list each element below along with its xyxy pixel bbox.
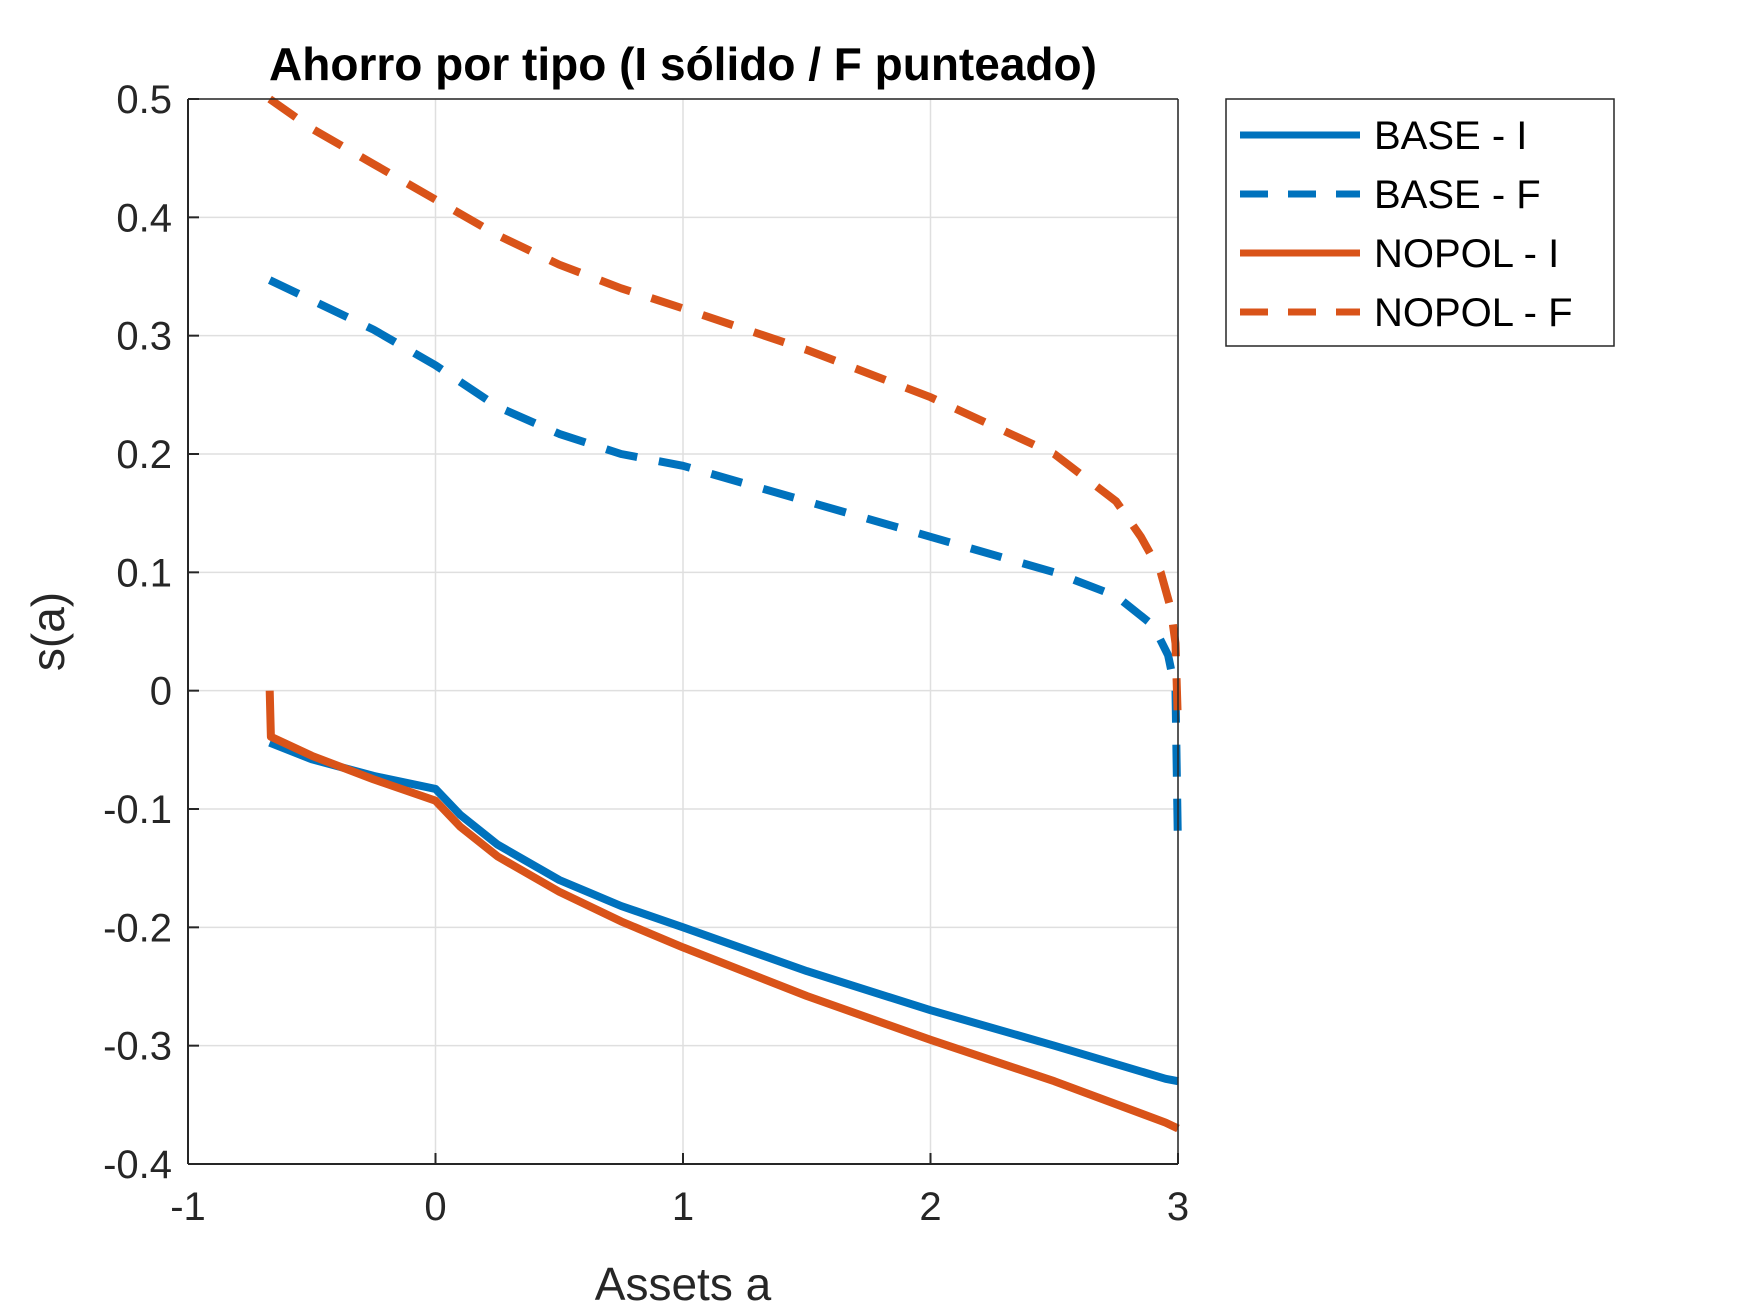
legend-label-2: NOPOL - I (1374, 232, 1559, 276)
x-tick-label-0: -1 (170, 1185, 206, 1229)
legend-label-1: BASE - F (1374, 173, 1541, 217)
series-line-1 (267, 276, 1182, 851)
series-line-0 (268, 738, 1179, 1086)
y-tick-label-1: -0.3 (103, 1025, 172, 1069)
axes (187, 98, 1179, 1165)
series-line-3 (267, 95, 1182, 727)
series-lines (265, 95, 1182, 1133)
y-axis-label: s(a) (22, 592, 74, 671)
x-tick-label-3: 2 (919, 1185, 941, 1229)
y-tick-label-2: -0.2 (103, 906, 172, 950)
y-tick-label-5: 0.1 (116, 551, 172, 595)
chart-title: Ahorro por tipo (I sólido / F punteado) (269, 38, 1097, 90)
x-tick-label-2: 1 (672, 1185, 694, 1229)
y-tick-label-3: -0.1 (103, 788, 172, 832)
x-axis-label: Assets a (595, 1258, 772, 1310)
tick-labels: -1 0 1 2 3 -0.4 -0.3 -0.2 -0.1 0 0.1 0.2 0.3 0.4 0.5 (103, 78, 1189, 1229)
legend: BASE - I BASE - F NOPOL - I NOPOL - F (1225, 98, 1615, 347)
legend-label-0: BASE - I (1374, 114, 1527, 158)
legend-box (1225, 98, 1615, 347)
y-tick-label-0: -0.4 (103, 1143, 172, 1187)
y-tick-label-7: 0.3 (116, 315, 172, 359)
x-tick-label-1: 0 (424, 1185, 446, 1229)
y-tick-label-4: 0 (150, 670, 172, 714)
legend-label-3: NOPOL - F (1374, 291, 1573, 335)
y-tick-label-9: 0.5 (116, 78, 172, 122)
series-line-2 (265, 690, 1180, 1133)
y-tick-label-6: 0.2 (116, 433, 172, 477)
y-tick-label-8: 0.4 (116, 196, 172, 240)
x-tick-label-4: 3 (1167, 1185, 1189, 1229)
